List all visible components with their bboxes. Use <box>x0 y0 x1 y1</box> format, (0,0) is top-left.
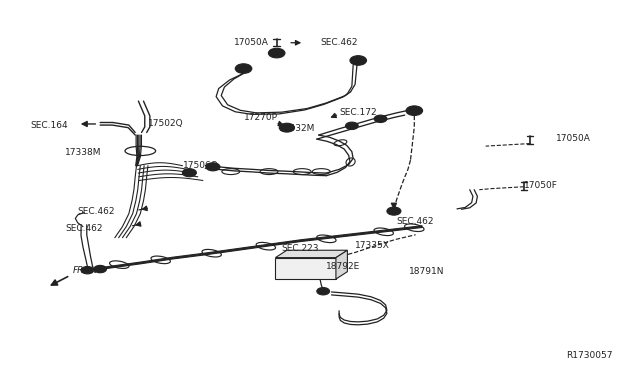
Circle shape <box>268 48 285 58</box>
Text: SEC.462: SEC.462 <box>65 224 102 233</box>
Circle shape <box>81 266 94 274</box>
Text: FRONT: FRONT <box>73 266 104 275</box>
Bar <box>275 258 336 279</box>
Circle shape <box>374 115 387 122</box>
Circle shape <box>236 64 252 73</box>
Text: SEC.164: SEC.164 <box>30 121 68 129</box>
Circle shape <box>94 265 106 273</box>
Text: B: B <box>412 106 417 115</box>
Text: 17532M: 17532M <box>278 124 315 133</box>
Text: 17270P: 17270P <box>244 113 278 122</box>
Text: A: A <box>211 164 215 169</box>
Text: A: A <box>241 64 246 73</box>
Circle shape <box>182 169 196 177</box>
Text: 17506Q: 17506Q <box>183 161 219 170</box>
Text: C: C <box>187 170 191 175</box>
Text: 17050A: 17050A <box>234 38 269 46</box>
Text: SEC.172: SEC.172 <box>339 108 377 117</box>
Text: SEC.462: SEC.462 <box>320 38 358 46</box>
Text: SEC.462: SEC.462 <box>396 217 434 225</box>
Polygon shape <box>336 250 348 279</box>
Circle shape <box>206 163 220 171</box>
Circle shape <box>317 288 330 295</box>
Circle shape <box>346 122 358 129</box>
Circle shape <box>406 106 422 115</box>
Text: 18792E: 18792E <box>326 262 360 270</box>
Circle shape <box>387 207 401 215</box>
Text: 17338M: 17338M <box>65 148 102 157</box>
Text: 17050F: 17050F <box>524 182 558 190</box>
Text: SEC.223: SEC.223 <box>282 244 319 253</box>
Text: R1730057: R1730057 <box>566 351 613 360</box>
Text: 17335X: 17335X <box>355 241 390 250</box>
Circle shape <box>350 56 367 65</box>
Polygon shape <box>275 250 348 258</box>
Text: B: B <box>355 56 361 65</box>
Text: 17050A: 17050A <box>556 134 591 142</box>
Circle shape <box>279 123 294 132</box>
Text: SEC.462: SEC.462 <box>78 207 115 217</box>
Text: 17502Q: 17502Q <box>148 119 184 128</box>
Text: 18791N: 18791N <box>409 267 445 276</box>
Text: A: A <box>274 49 280 58</box>
